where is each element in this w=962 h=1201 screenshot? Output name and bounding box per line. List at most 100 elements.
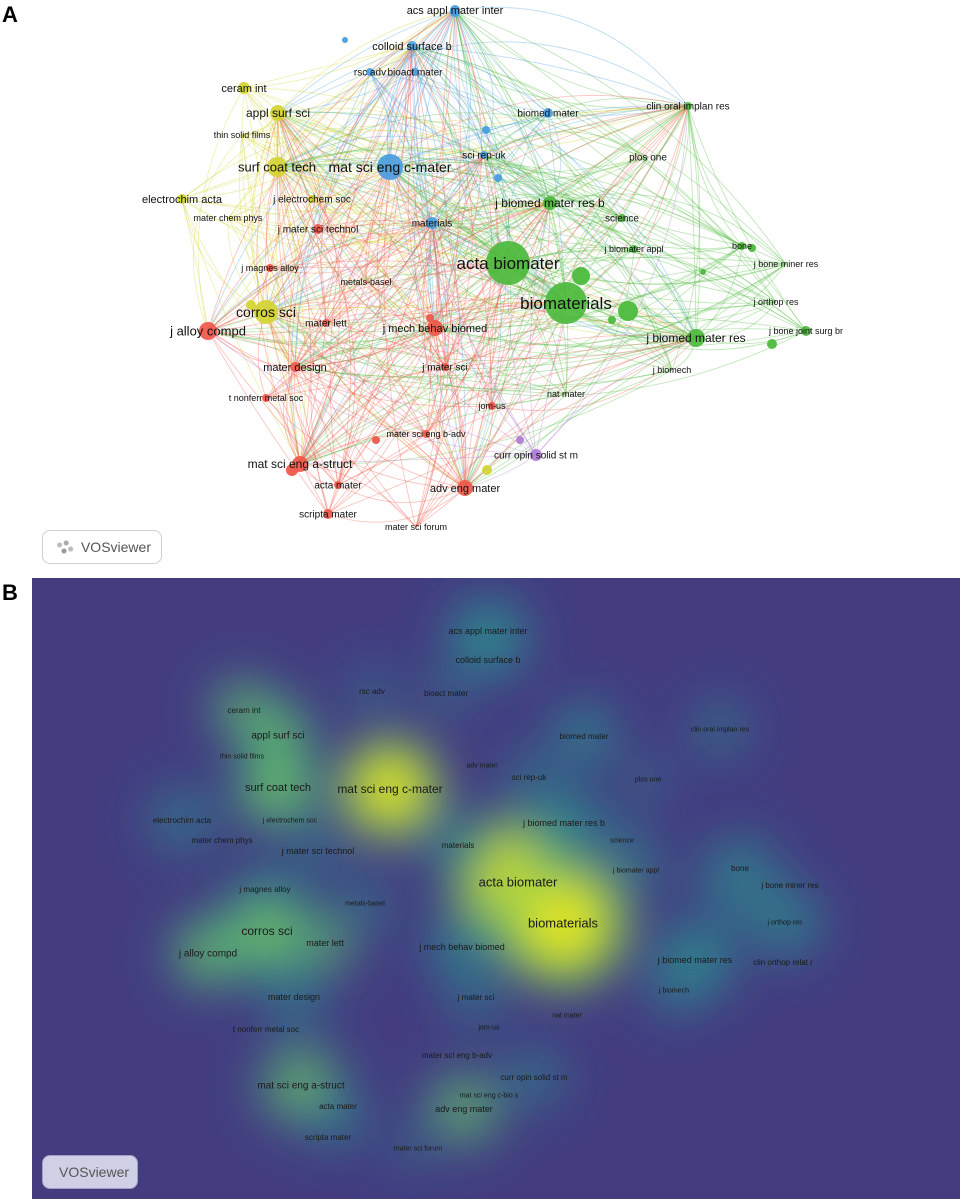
network-edge [289,198,313,368]
network-edge [241,134,697,339]
node-label: electrochim acta [142,194,223,206]
network-edge [299,327,436,465]
network-edge [434,263,787,346]
network-edge [299,327,436,465]
network-edge [325,222,433,324]
network-edge [243,87,301,465]
network-edge [327,202,551,515]
network-edge [276,166,306,465]
network-edge [227,112,279,219]
network-node [545,282,587,324]
density-blob [412,659,480,727]
network-edge [265,311,807,397]
network-edge [411,45,436,329]
network-edge [299,202,551,465]
network-edge [265,311,303,465]
node-label: acs appl mater inter [407,5,504,17]
network-edge [369,71,697,339]
network-edge [411,45,697,339]
network-edge [483,154,697,339]
network-edge [389,105,689,168]
network-edge [294,9,456,368]
network-edge [376,166,466,489]
network-edge [250,112,296,368]
network-edge [294,337,697,379]
network-edge [549,156,649,204]
density-label: j orthop res [766,919,803,926]
node-label: adv eng mater [430,483,501,495]
network-edge [444,154,485,368]
network-edge [454,9,567,304]
network-node [748,244,756,252]
vosviewer-logo-label: VOSviewer [80,539,151,555]
network-edge [325,262,509,324]
node-label: mat sci eng c-mater [329,159,452,175]
network-edge [431,154,485,224]
density-label: j mater sci [457,993,495,1002]
network-edge [243,87,551,204]
density-label: j mater sci technol [281,846,355,856]
network-edge [327,222,438,515]
network-edge [491,202,551,407]
network-edge [317,45,413,230]
network-edge [411,45,551,204]
vosviewer-logo-badge: VOSviewer [42,530,162,564]
network-edge [491,337,697,411]
network-edge [414,71,436,329]
network-edge [265,311,697,390]
density-label: electrochim acta [153,816,212,825]
network-edge [434,327,807,349]
network-edge [549,202,777,303]
node-label: j bone miner res [753,259,819,269]
network-edge [389,9,456,168]
network-node [608,316,616,324]
network-edge [294,156,649,368]
network-edge [269,222,433,274]
node-label: science [605,214,639,225]
network-edge [197,87,245,332]
network-edge [454,9,623,219]
network-edge [276,135,485,168]
network-edge [241,87,267,313]
network-edge [287,9,456,465]
network-edge [243,45,413,89]
network-edge [389,166,697,339]
network-edge [277,112,436,329]
network-edge [294,202,551,368]
network-edge [227,217,466,489]
network-edge [389,166,446,368]
density-blob [434,955,518,1039]
network-edge [389,166,567,304]
network-edge [311,45,413,200]
network-edge [277,112,433,224]
network-edge [415,202,551,528]
network-edge [325,322,697,359]
network-edge [276,147,623,219]
network-edge [431,202,551,224]
network-edge [294,105,689,368]
network-edge [265,301,436,329]
network-edge [207,281,367,332]
network-edge [317,202,551,235]
network-edge [464,202,551,489]
network-node [767,339,777,349]
node-label: scripta mater [299,510,357,521]
network-edge [415,337,697,528]
network-edge [687,105,787,265]
network-edge [277,112,327,324]
density-label: corros sci [241,924,292,938]
network-edge [277,112,446,368]
network-node [630,245,638,253]
network-edge [369,71,567,304]
network-edge [411,45,466,489]
network-edge [294,45,413,368]
network-edge [633,105,690,250]
network-edge [327,302,567,515]
network-edge [415,9,461,528]
density-label: acta mater [319,1102,357,1111]
network-edge [299,217,623,465]
density-blob [411,798,505,892]
network-node [441,363,449,371]
network-edge [207,222,433,332]
density-blob [135,773,229,867]
